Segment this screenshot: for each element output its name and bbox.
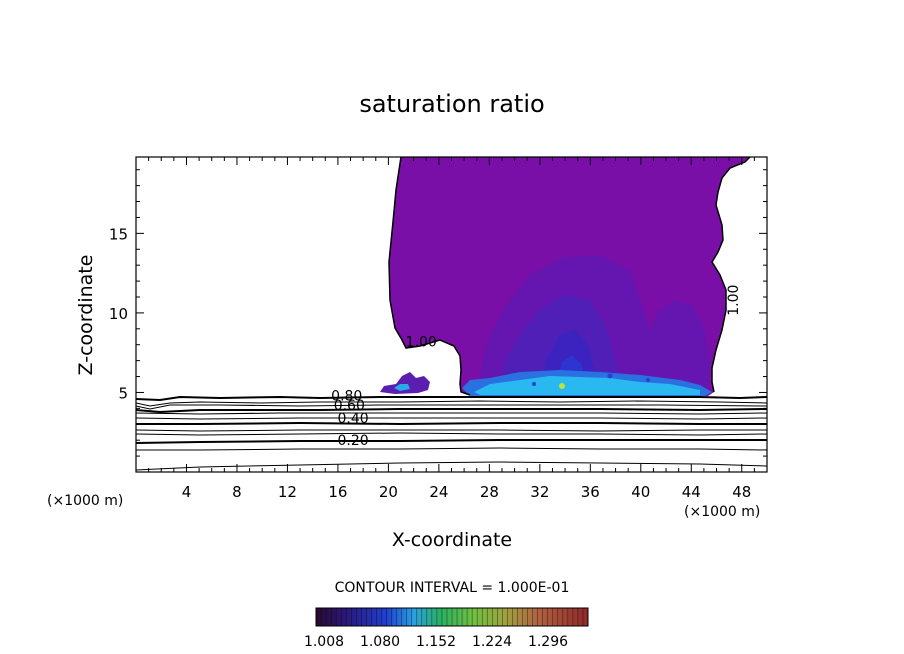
contour-label: 0.80: [331, 389, 362, 405]
plot-area: 0.20 0.400.600.80 1.00 1.00: [136, 157, 767, 472]
x-tick-label: 44: [682, 483, 701, 501]
y-tick-label: 10: [109, 305, 128, 323]
y-tick-label: 5: [118, 384, 128, 402]
x-tick-label: 20: [379, 483, 398, 501]
colorbar-labels: 1.008 1.080 1.152 1.224 1.296: [304, 634, 568, 650]
z-unit-label: (×1000 m): [47, 493, 123, 509]
contour-lines: [136, 395, 767, 471]
contour-label: 0.20: [337, 433, 368, 449]
x-unit-label: (×1000 m): [684, 504, 760, 520]
x-tick-label: 4: [182, 483, 192, 501]
colorbar-label: 1.296: [528, 634, 568, 650]
x-tick-label: 16: [328, 483, 347, 501]
x-tick-label: 24: [429, 483, 448, 501]
x-tick-label: 32: [530, 483, 549, 501]
y-axis-label: Z-coordinate: [75, 255, 97, 376]
x-tick-label: 28: [480, 483, 499, 501]
contour-label: 1.00: [406, 335, 437, 351]
y-tick-label: 15: [109, 225, 128, 243]
chart-title: saturation ratio: [359, 90, 544, 118]
x-tick-label: 8: [232, 483, 242, 501]
contour-label: 0.40: [337, 411, 368, 427]
x-tick-label: 40: [631, 483, 650, 501]
colorbar-label: 1.008: [304, 634, 344, 650]
colorbar-label: 1.080: [360, 634, 400, 650]
contour-label: 0.60: [334, 398, 365, 414]
x-tick-label: 48: [732, 483, 751, 501]
colorbar-label: 1.152: [416, 634, 456, 650]
colorbar-label: 1.224: [472, 634, 512, 650]
cloud-region-small: [380, 372, 430, 394]
contour-interval-text: CONTOUR INTERVAL = 1.000E-01: [335, 580, 570, 596]
x-tick-label: 12: [278, 483, 297, 501]
contour-label: 1.00: [726, 285, 742, 316]
x-axis-label: X-coordinate: [392, 529, 512, 551]
x-tick-label: 36: [581, 483, 600, 501]
colorbar: 1.008 1.080 1.152 1.224 1.296: [304, 607, 589, 650]
contour-labels: 0.20 0.400.600.80 1.00 1.00: [331, 285, 742, 450]
colorbar-stripes: [320, 608, 584, 626]
